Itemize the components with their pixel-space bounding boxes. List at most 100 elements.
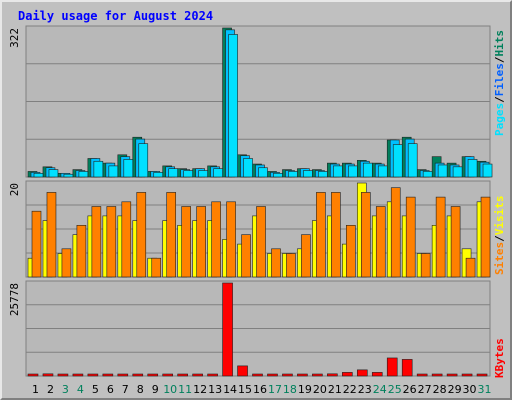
bar-pages [288, 171, 298, 178]
bar-kbytes [282, 373, 293, 377]
x-tick-label: 9 [152, 383, 159, 396]
bar-kbytes [342, 372, 353, 377]
bar-kbytes [132, 373, 144, 377]
bar-kbytes [431, 373, 443, 377]
bar-pages [303, 170, 313, 178]
bar-pages [407, 143, 418, 178]
bar-pages [198, 170, 208, 178]
bar-sites [91, 206, 102, 278]
bar-kbytes [371, 372, 383, 377]
bar-sites [480, 196, 491, 278]
bar-pages [93, 160, 104, 178]
legend-separator: / [493, 56, 506, 63]
bar-kbytes [57, 373, 69, 377]
bar-pages [243, 158, 253, 178]
x-tick-label: 5 [92, 383, 99, 396]
legend: Pages/Files/Hits [493, 30, 506, 136]
x-tick-label: 29 [448, 383, 462, 396]
x-tick-label: 22 [343, 383, 357, 396]
bar-pages [33, 172, 44, 178]
bar-pages [348, 165, 358, 178]
bar-kbytes [87, 373, 99, 377]
x-tick-label: 28 [433, 383, 447, 396]
bar-kbytes [476, 373, 488, 377]
bar-sites [420, 253, 431, 278]
legend-sites: Sites [493, 242, 506, 275]
bar-pages [482, 163, 493, 178]
bar-pages [138, 143, 149, 178]
bar-sites [31, 210, 42, 278]
x-tick-label: 17 [268, 383, 282, 396]
bar-sites [121, 201, 132, 278]
bar-pages [377, 165, 388, 178]
bar-pages [168, 168, 179, 178]
legend-separator: / [493, 96, 506, 103]
legend-visits: Visits [493, 196, 506, 236]
y-axis-max-label: 20 [8, 183, 21, 196]
bar-pages [273, 172, 283, 178]
bar-pages [333, 165, 343, 178]
bar-pages [63, 173, 74, 178]
bar-kbytes [356, 369, 368, 377]
bar-kbytes [147, 373, 159, 377]
x-tick-label: 15 [238, 383, 252, 396]
bar-sites [301, 234, 311, 278]
x-tick-label: 24 [373, 383, 387, 396]
bar-kbytes [27, 373, 39, 377]
x-tick-label: 6 [107, 383, 114, 396]
x-tick-label: 3 [62, 383, 69, 396]
bar-pages [392, 144, 403, 178]
x-tick-label: 21 [328, 383, 342, 396]
bar-pages [213, 168, 223, 178]
bar-kbytes [162, 373, 174, 377]
bar-kbytes [237, 365, 248, 377]
bar-kbytes [297, 373, 308, 377]
bar-sites [241, 234, 251, 278]
x-tick-label: 10 [163, 383, 177, 396]
x-tick-label: 2 [47, 383, 54, 396]
bar-pages [183, 170, 193, 178]
bar-sites [106, 206, 117, 278]
bar-pages [123, 159, 134, 178]
legend: KBytes [493, 338, 506, 378]
bar-kbytes [312, 373, 323, 377]
bar-sites [390, 187, 401, 278]
bar-pages [228, 34, 238, 178]
bar-sites [181, 206, 191, 278]
bar-kbytes [72, 373, 84, 377]
x-tick-label: 16 [253, 383, 267, 396]
x-tick-label: 11 [178, 383, 192, 396]
x-tick-label: 19 [298, 383, 312, 396]
legend-kbytes: KBytes [493, 338, 506, 378]
legend-separator: / [493, 235, 506, 242]
bar-sites [211, 201, 221, 278]
legend-pages: Pages [493, 103, 506, 136]
x-tick-label: 26 [403, 383, 417, 396]
bar-kbytes [446, 373, 458, 377]
bar-sites [360, 192, 371, 278]
x-tick-label: 1 [32, 383, 39, 396]
legend-files: Files [493, 63, 506, 96]
chart-title: Daily usage for August 2024 [18, 9, 213, 23]
bar-sites [435, 196, 446, 278]
bar-kbytes [42, 373, 54, 377]
bar-sites [465, 257, 476, 278]
legend-hits: Hits [493, 30, 506, 57]
bar-pages [48, 169, 59, 178]
bar-pages [452, 166, 463, 178]
bar-kbytes [222, 282, 233, 377]
x-tick-label: 20 [313, 383, 327, 396]
bar-sites [271, 248, 281, 278]
bar-sites [136, 192, 147, 278]
bar-sites [46, 192, 57, 278]
x-tick-label: 13 [208, 383, 222, 396]
bar-kbytes [327, 373, 338, 377]
x-tick-label: 12 [193, 383, 207, 396]
bar-kbytes [207, 373, 218, 377]
legend: Sites/Visits [493, 196, 506, 276]
bar-sites [450, 206, 461, 278]
x-tick-label: 23 [358, 383, 372, 396]
bar-pages [437, 164, 448, 178]
bar-kbytes [192, 373, 203, 377]
